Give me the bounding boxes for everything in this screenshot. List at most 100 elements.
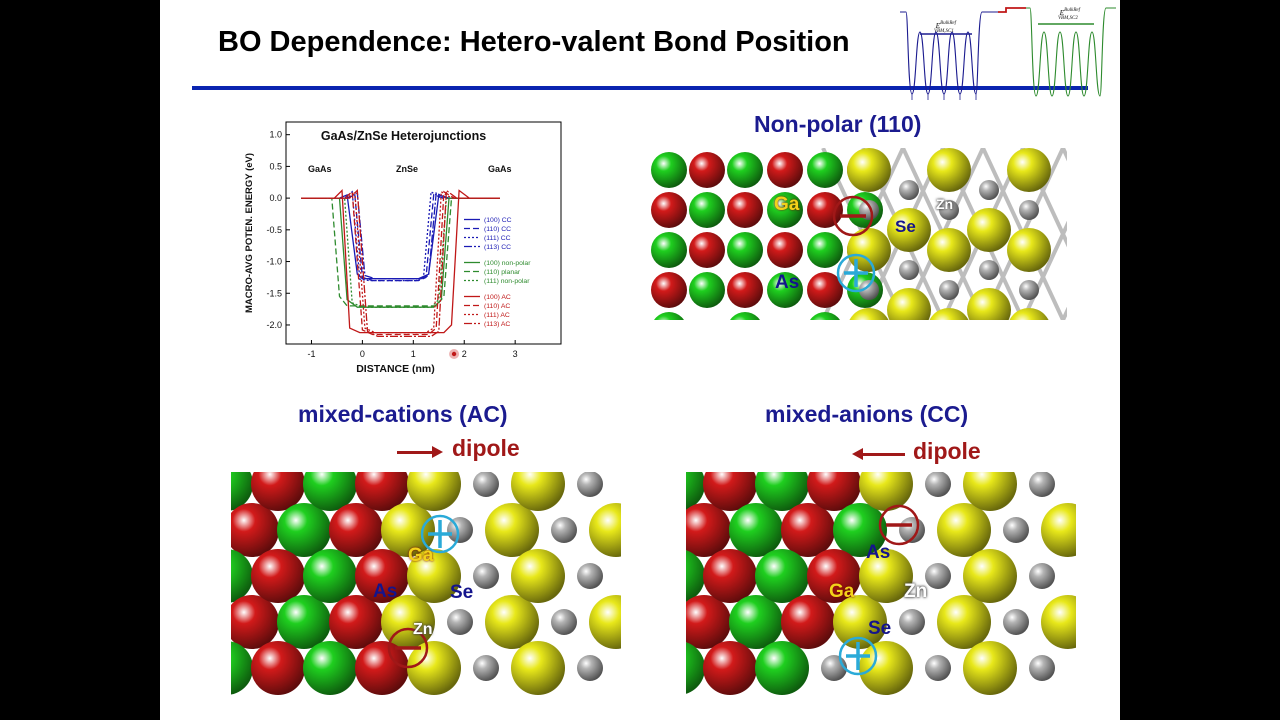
se-label: Se <box>868 618 892 639</box>
atom-zn <box>899 180 919 200</box>
slide: BO Dependence: Hetero-valent Bond Positi… <box>160 0 1120 720</box>
atom-se <box>511 549 565 603</box>
legend-entry: (113) CC <box>484 244 511 251</box>
atom-se <box>589 595 621 649</box>
atom-zn <box>1003 517 1029 543</box>
atom-ga <box>651 192 687 228</box>
cc-dipole-label: dipole <box>913 438 981 464</box>
ga-label: Ga <box>829 581 855 602</box>
as-label: As <box>775 272 800 293</box>
atom-as <box>686 472 705 510</box>
atom-se <box>1041 595 1076 649</box>
chart-ylabel: MACRO-AVG POTEN. ENERGY (eV) <box>244 153 255 313</box>
atom-se <box>1041 503 1076 557</box>
atom-ga <box>703 549 757 603</box>
atom-ga <box>329 503 383 557</box>
plus-sign <box>846 642 870 670</box>
chart-region-label: GaAs <box>488 164 512 174</box>
atom-as <box>727 152 763 188</box>
atom-se <box>849 308 889 320</box>
atom-se <box>847 148 891 192</box>
atom-se <box>485 595 539 649</box>
atom-zn <box>1003 609 1029 635</box>
atom-ga <box>355 641 409 695</box>
atom-se <box>589 503 621 557</box>
atom-ga <box>703 472 757 511</box>
legend-entry: (111) CC <box>484 235 511 242</box>
atom-as <box>651 232 687 268</box>
se-label: Se <box>895 217 916 236</box>
series-line <box>301 197 500 308</box>
legend-entry: (100) AC <box>484 294 511 301</box>
atom-ga <box>727 272 763 308</box>
legend-entry: (111) non-polar <box>484 278 530 285</box>
legend-entry: (113) AC <box>484 321 510 328</box>
legend-entry: (110) AC <box>484 303 510 310</box>
y-tick-label: -2.0 <box>266 320 282 330</box>
atom-as <box>727 232 763 268</box>
atom-zn <box>1019 200 1039 220</box>
atom-as <box>303 549 357 603</box>
atom-ga <box>807 549 861 603</box>
atom-ga <box>807 192 843 228</box>
atom-se <box>407 472 461 511</box>
series-line <box>301 190 500 336</box>
atom-se <box>511 472 565 511</box>
atom-as <box>755 641 809 695</box>
y-tick-label: 0.0 <box>269 193 282 203</box>
ac-dipole-label: dipole <box>452 435 520 461</box>
cc-title: mixed-anions (CC) <box>765 401 969 427</box>
atom-zn <box>939 200 959 220</box>
atom-zn <box>473 472 499 497</box>
atom-as <box>689 192 725 228</box>
atom-as <box>833 503 887 557</box>
atom-as <box>303 641 357 695</box>
atom-as <box>277 503 331 557</box>
atom-ga <box>686 595 731 649</box>
atom-zn <box>447 609 473 635</box>
x-tick-label: 2 <box>462 349 467 359</box>
atom-ga <box>251 549 305 603</box>
atom-ga <box>231 503 279 557</box>
atom-ga <box>329 595 383 649</box>
atom-ga <box>807 472 861 511</box>
y-tick-label: -1.0 <box>266 257 282 267</box>
atom-se <box>937 595 991 649</box>
x-tick-label: 3 <box>513 349 518 359</box>
atom-ga <box>651 272 687 308</box>
atom-as <box>277 595 331 649</box>
atom-zn <box>925 472 951 497</box>
atom-ga <box>767 152 803 188</box>
atom-ga <box>355 549 409 603</box>
ac-dipole-arrow <box>397 446 443 458</box>
potential-chart-svg: GaAs/ZnSe Heterojunctions GaAs ZnSe GaAs -1 0… <box>244 121 562 375</box>
minus-charge-icon <box>878 504 920 546</box>
atom-se <box>963 549 1017 603</box>
atom-se <box>937 503 991 557</box>
minus-charge-icon <box>832 195 874 237</box>
zn-label: Zn <box>904 581 928 602</box>
atom-zn <box>551 517 577 543</box>
atom-zn <box>859 280 879 300</box>
plus-sign <box>428 520 452 548</box>
ga-label: Ga <box>774 194 800 215</box>
cc-lattice-svg <box>686 472 1076 695</box>
legend-entry: (110) planar <box>484 269 521 276</box>
atom-ga <box>727 192 763 228</box>
plus-charge-icon <box>836 253 876 293</box>
x-tick-label: 1 <box>411 349 416 359</box>
atom-se <box>833 595 887 649</box>
atom-as <box>689 272 725 308</box>
atom-zn <box>473 563 499 589</box>
chart-xlabel: DISTANCE (nm) <box>356 363 435 375</box>
atom-se <box>1009 308 1049 320</box>
chart-region-label: ZnSe <box>396 164 418 174</box>
atom-ga <box>767 232 803 268</box>
slide-title: BO Dependence: Hetero-valent Bond Positi… <box>218 26 850 58</box>
atom-as <box>686 642 705 694</box>
atom-se <box>859 641 913 695</box>
atom-as <box>755 472 809 511</box>
series-line <box>301 191 500 280</box>
atom-zn <box>1029 472 1055 497</box>
atom-ga <box>689 232 725 268</box>
